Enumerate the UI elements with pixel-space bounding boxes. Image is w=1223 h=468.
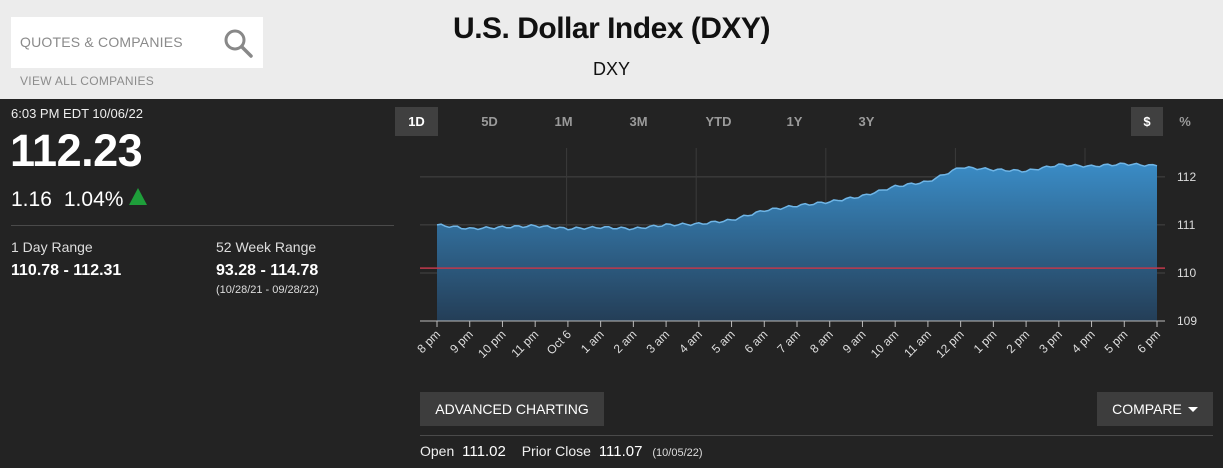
x-tick-label: 6 pm [1134, 327, 1163, 356]
x-tick-label: 7 am [774, 327, 803, 356]
percent-units-toggle[interactable]: % [1179, 114, 1191, 129]
price-area [437, 163, 1157, 321]
x-tick-label: 11 am [901, 327, 934, 360]
tab-1y[interactable]: 1Y [786, 114, 803, 129]
compare-label: COMPARE [1112, 401, 1182, 417]
x-tick-label: 1 pm [971, 327, 1000, 356]
tab-1m[interactable]: 1M [554, 114, 573, 129]
search-input[interactable]: QUOTES & COMPANIES [20, 34, 183, 50]
tab-5d[interactable]: 5D [481, 114, 498, 129]
search-box[interactable]: QUOTES & COMPANIES [11, 17, 263, 68]
x-tick-label: 2 pm [1003, 327, 1032, 356]
x-tick-label: 8 pm [414, 327, 443, 356]
change-value: 1.16 [11, 188, 52, 211]
quote-timestamp: 6:03 PM EDT 10/06/22 [11, 106, 144, 121]
advanced-charting-button[interactable]: ADVANCED CHARTING [420, 392, 604, 426]
x-tick-label: 3 pm [1036, 327, 1065, 356]
up-arrow-icon [129, 188, 148, 205]
dollar-units-toggle[interactable]: $ [1131, 107, 1163, 136]
open-label: Open [420, 443, 455, 459]
week52-range-label: 52 Week Range [216, 239, 317, 255]
tab-1d[interactable]: 1D [395, 107, 438, 136]
x-tick-label: 11 pm [508, 327, 541, 360]
day-range-value: 110.78 - 112.31 [11, 262, 122, 279]
x-tick-label: 12 pm [933, 327, 966, 360]
open-value: 111.02 [462, 443, 506, 460]
tab-3y[interactable]: 3Y [858, 114, 875, 129]
tab-ytd[interactable]: YTD [705, 114, 732, 129]
y-tick-label: 110 [1177, 266, 1196, 280]
price-change: 1.16 1.04% [11, 188, 148, 212]
x-tick-label: 9 pm [447, 327, 476, 356]
y-tick-label: 112 [1177, 170, 1196, 184]
prior-close-label: Prior Close [521, 443, 591, 459]
x-tick-label: 3 am [643, 327, 672, 356]
prior-close-date: (10/05/22) [652, 447, 703, 459]
x-tick-label: 6 am [742, 327, 771, 356]
last-price: 112.23 [10, 125, 143, 176]
y-tick-label: 111 [1177, 218, 1196, 232]
week52-range-value: 93.28 - 114.78 [216, 262, 319, 279]
page-title: U.S. Dollar Index (DXY) [453, 12, 770, 45]
x-tick-label: 1 am [578, 327, 607, 356]
x-tick-label: 10 pm [475, 327, 508, 360]
tab-3m[interactable]: 3M [629, 114, 648, 129]
x-tick-label: 4 am [676, 327, 705, 356]
divider [420, 435, 1213, 436]
divider [11, 225, 394, 226]
header-bar: QUOTES & COMPANIES VIEW ALL COMPANIES U.… [0, 0, 1223, 99]
x-tick-label: 2 am [611, 327, 640, 356]
x-tick-label: 9 am [840, 327, 869, 356]
x-tick-label: 4 pm [1069, 327, 1098, 356]
week52-range-dates: (10/28/21 - 09/28/22) [216, 284, 319, 296]
y-tick-label: 109 [1177, 314, 1197, 328]
price-line [436, 162, 1158, 231]
x-tick-label: Oct 6 [544, 327, 574, 357]
view-all-companies-link[interactable]: VIEW ALL COMPANIES [20, 74, 155, 88]
quote-stats: Open 111.02 Prior Close 111.07 (10/05/22… [420, 443, 703, 460]
ticker-symbol: DXY [592, 59, 630, 79]
compare-button[interactable]: COMPARE [1097, 392, 1213, 426]
change-percent: 1.04% [63, 188, 124, 211]
x-tick-label: 5 pm [1102, 327, 1131, 356]
prior-close-value: 111.07 [598, 443, 643, 460]
x-tick-label: 10 am [868, 327, 901, 360]
x-tick-label: 5 am [709, 327, 738, 356]
day-range-label: 1 Day Range [11, 239, 93, 255]
x-tick-label: 8 am [807, 327, 836, 356]
search-icon[interactable] [223, 28, 253, 58]
chevron-down-icon [1187, 407, 1198, 412]
quote-panel: 6:03 PM EDT 10/06/22 112.23 1.16 1.04% 1 … [0, 99, 400, 468]
